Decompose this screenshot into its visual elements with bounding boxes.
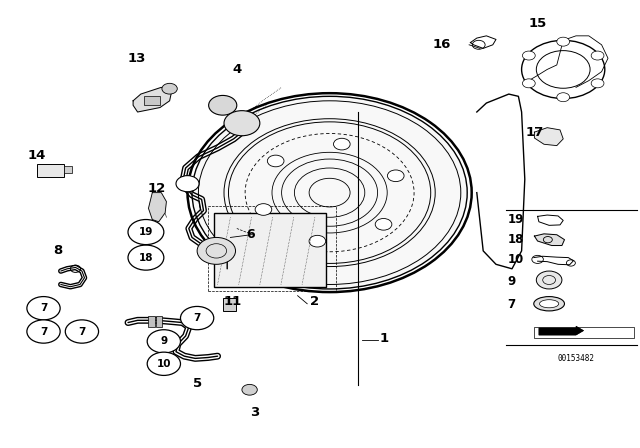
Circle shape xyxy=(557,93,570,102)
Polygon shape xyxy=(539,326,584,335)
Text: 19: 19 xyxy=(139,227,153,237)
Circle shape xyxy=(128,245,164,270)
Text: 9: 9 xyxy=(160,336,168,346)
Text: 7: 7 xyxy=(78,327,86,336)
Text: 16: 16 xyxy=(433,38,451,52)
Ellipse shape xyxy=(534,297,564,311)
Text: 8: 8 xyxy=(53,244,62,258)
Text: 11: 11 xyxy=(224,294,242,308)
Polygon shape xyxy=(539,326,584,335)
Circle shape xyxy=(224,111,260,136)
Text: 00153482: 00153482 xyxy=(557,354,595,363)
Circle shape xyxy=(209,95,237,115)
Text: 9: 9 xyxy=(508,275,516,288)
Circle shape xyxy=(128,220,164,245)
Text: 7: 7 xyxy=(40,303,47,313)
Bar xyxy=(534,327,634,338)
Bar xyxy=(156,316,162,327)
Bar xyxy=(148,316,155,327)
Bar xyxy=(214,213,326,287)
Circle shape xyxy=(522,79,535,88)
Circle shape xyxy=(27,320,60,343)
Text: 7: 7 xyxy=(508,298,516,311)
Circle shape xyxy=(176,176,199,192)
Text: 6: 6 xyxy=(246,228,255,241)
Text: 13: 13 xyxy=(127,52,145,65)
Bar xyxy=(144,96,160,105)
Text: 18: 18 xyxy=(139,253,153,263)
Text: 2: 2 xyxy=(310,294,319,308)
Circle shape xyxy=(387,170,404,181)
Circle shape xyxy=(162,83,177,94)
Text: 10: 10 xyxy=(157,359,171,369)
Text: 1: 1 xyxy=(380,332,388,345)
Polygon shape xyxy=(534,128,563,146)
Text: 7: 7 xyxy=(40,327,47,336)
Text: 4: 4 xyxy=(232,63,241,76)
Bar xyxy=(37,164,64,177)
Text: 10: 10 xyxy=(508,253,524,267)
Circle shape xyxy=(192,96,467,289)
Circle shape xyxy=(197,237,236,264)
Circle shape xyxy=(522,51,535,60)
Text: 5: 5 xyxy=(193,376,202,390)
Circle shape xyxy=(147,352,180,375)
Ellipse shape xyxy=(540,300,559,308)
Polygon shape xyxy=(534,234,564,246)
Circle shape xyxy=(375,219,392,230)
Text: 14: 14 xyxy=(28,149,46,163)
Circle shape xyxy=(242,384,257,395)
Circle shape xyxy=(591,79,604,88)
Circle shape xyxy=(557,37,570,46)
Polygon shape xyxy=(148,193,166,222)
Bar xyxy=(208,206,336,291)
Bar xyxy=(223,298,236,311)
Text: 15: 15 xyxy=(529,17,547,30)
Circle shape xyxy=(255,204,272,215)
Text: 18: 18 xyxy=(508,233,524,246)
Text: 17: 17 xyxy=(525,125,543,139)
Text: 19: 19 xyxy=(508,213,524,226)
Circle shape xyxy=(65,320,99,343)
Circle shape xyxy=(309,235,326,247)
Circle shape xyxy=(333,138,350,150)
Circle shape xyxy=(536,271,562,289)
Circle shape xyxy=(180,306,214,330)
Text: 12: 12 xyxy=(148,181,166,195)
Text: 7: 7 xyxy=(193,313,201,323)
Text: 3: 3 xyxy=(250,405,259,419)
Polygon shape xyxy=(133,87,172,112)
Bar xyxy=(64,166,72,173)
Circle shape xyxy=(27,297,60,320)
Circle shape xyxy=(268,155,284,167)
Circle shape xyxy=(147,330,180,353)
Circle shape xyxy=(591,51,604,60)
